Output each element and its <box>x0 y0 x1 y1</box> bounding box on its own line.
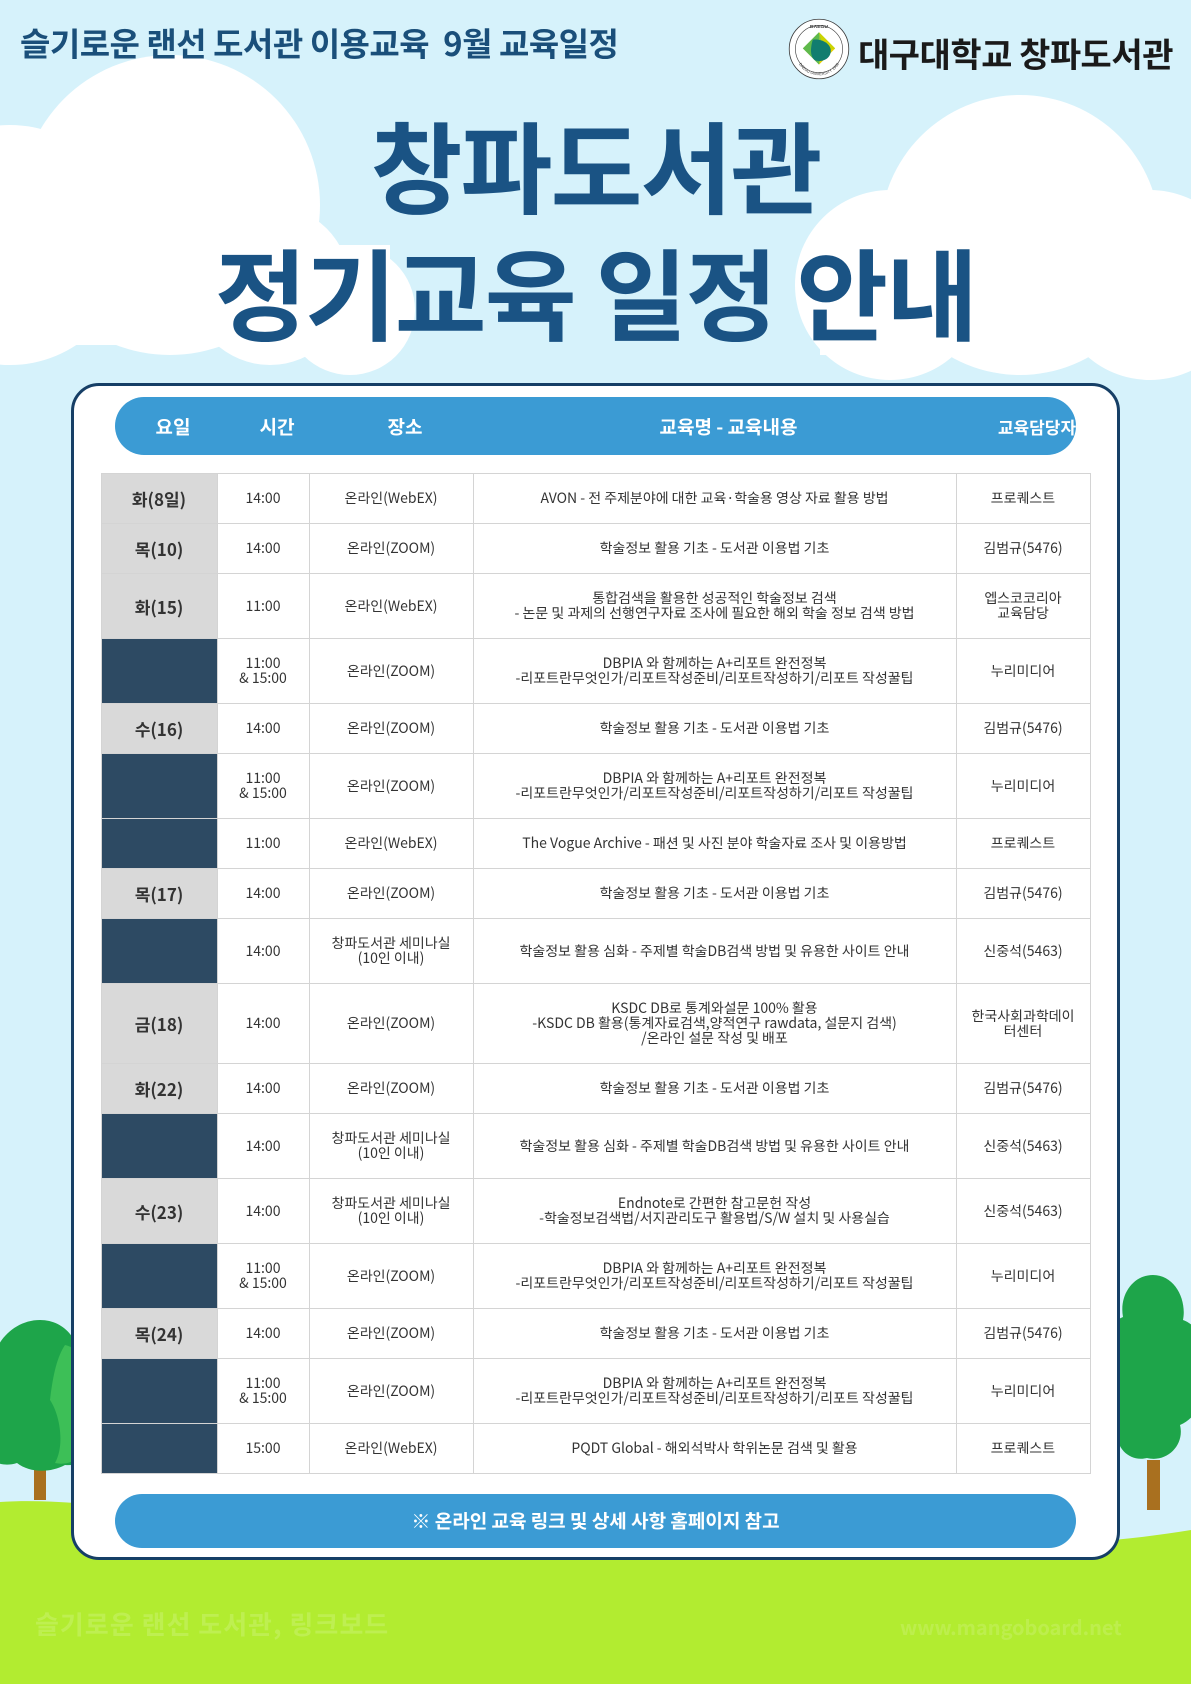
svg-text:DAEGU: DAEGU <box>810 24 828 30</box>
